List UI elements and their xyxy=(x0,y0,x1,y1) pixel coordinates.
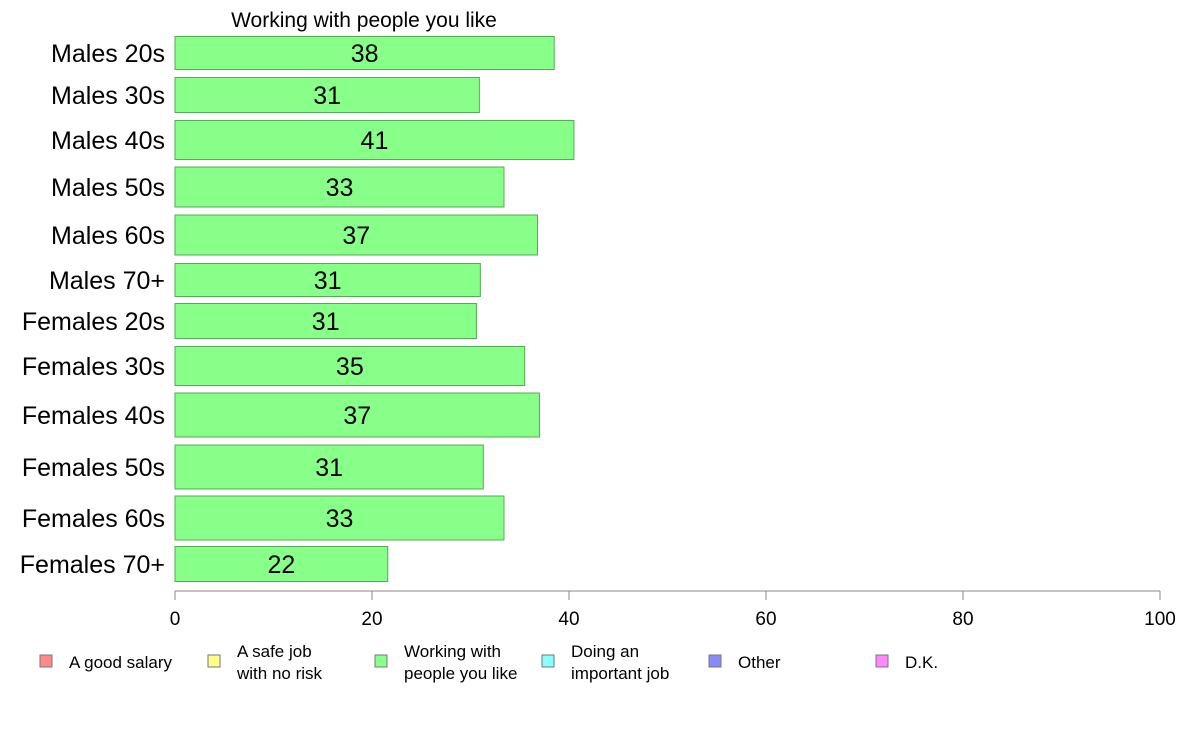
category-label: Females 70+ xyxy=(20,551,165,579)
value-label: 33 xyxy=(326,174,354,202)
legend-label: A good salary xyxy=(69,653,173,672)
legend-label: A safe job with no risk xyxy=(236,642,323,683)
x-tick-label: 80 xyxy=(952,609,973,630)
bar xyxy=(174,214,538,256)
category-label: Males 70+ xyxy=(49,267,165,295)
value-label: 31 xyxy=(313,82,341,110)
bar xyxy=(174,120,575,160)
bar xyxy=(174,166,505,208)
category-label: Females 20s xyxy=(22,308,165,336)
x-tick-label: 0 xyxy=(170,609,181,630)
legend-label: D.K. xyxy=(905,653,938,672)
bar xyxy=(174,546,389,582)
chart-title: Working with people you like xyxy=(231,9,497,32)
value-label: 22 xyxy=(267,551,295,579)
category-label: Males 50s xyxy=(51,174,165,202)
value-label: 35 xyxy=(336,353,364,381)
category-label: Females 60s xyxy=(22,505,165,533)
bar xyxy=(174,36,555,70)
legend-swatch xyxy=(207,654,221,668)
bar xyxy=(174,346,526,386)
bar xyxy=(174,392,540,438)
bar xyxy=(174,444,484,490)
value-label: 37 xyxy=(343,402,371,430)
legend-label: Working with people you like xyxy=(404,642,517,683)
legend-swatch xyxy=(708,654,722,668)
value-label: 31 xyxy=(314,267,342,295)
x-tick-label: 40 xyxy=(558,609,579,630)
category-label: Males 60s xyxy=(51,222,165,250)
category-label: Females 50s xyxy=(22,454,165,482)
value-label: 31 xyxy=(315,454,343,482)
value-label: 33 xyxy=(326,505,354,533)
value-label: 41 xyxy=(361,127,389,155)
legend-swatch xyxy=(875,654,889,668)
x-tick-label: 20 xyxy=(361,609,382,630)
x-tick-label: 60 xyxy=(755,609,776,630)
x-tick-label: 100 xyxy=(1144,609,1176,630)
value-label: 38 xyxy=(351,40,379,68)
legend-swatch xyxy=(541,654,555,668)
bar xyxy=(174,263,481,297)
value-label: 31 xyxy=(312,308,340,336)
bar xyxy=(174,495,505,541)
category-label: Males 20s xyxy=(51,40,165,68)
legend-label: Doing an important job xyxy=(571,642,669,683)
category-label: Females 30s xyxy=(22,353,165,381)
category-label: Males 30s xyxy=(51,82,165,110)
bar xyxy=(174,77,480,113)
category-label: Males 40s xyxy=(51,127,165,155)
legend-label: Other xyxy=(738,653,781,672)
bars-layer: Males 20s 38 Males 30s 31 Males 40s 41 Males 5… xyxy=(20,36,575,582)
category-label: Females 40s xyxy=(22,402,165,430)
x-axis: 0 20 40 60 80 100 xyxy=(170,590,1176,630)
legend: A good salary A safe job with no risk Worki… xyxy=(39,642,938,683)
legend-swatch xyxy=(39,654,53,668)
value-label: 37 xyxy=(342,222,370,250)
bar xyxy=(174,303,477,339)
legend-swatch xyxy=(374,654,388,668)
